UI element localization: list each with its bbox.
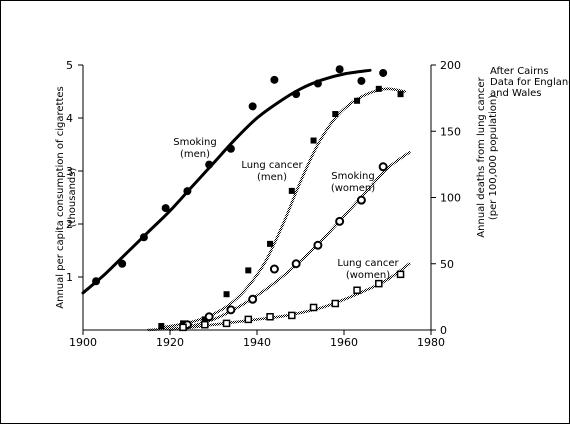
x-tick-label: 1960 — [330, 336, 358, 349]
lung-cancer-men-point — [158, 323, 165, 330]
y-right-tick-label: 150 — [440, 125, 461, 138]
y-left-tick-label: 2 — [66, 218, 73, 231]
y-left-axis-label: Annual per capita consumption of cigaret… — [55, 86, 78, 308]
y-left-tick-label: 5 — [66, 59, 73, 72]
smoking-men-point — [270, 75, 279, 84]
smoking-women-point — [356, 195, 366, 205]
lung-cancer-men-point — [332, 111, 339, 118]
source-note-line: Data for England — [490, 77, 570, 88]
lung-cancer-women-point — [244, 315, 253, 324]
y-left-tick-label: 3 — [66, 165, 73, 178]
lung-cancer-women-point — [353, 286, 361, 294]
lung-cancer-men-label: Lung cancer — [241, 160, 303, 171]
x-tick-label: 1940 — [243, 336, 271, 349]
smoking-men-point — [313, 79, 322, 88]
lung-cancer-women-point — [266, 313, 274, 321]
lung-cancer-women-point — [309, 303, 318, 312]
smoking-women-label: (women) — [331, 183, 375, 194]
y-right-label-line: (per 100,000 population) — [488, 95, 499, 220]
smoking-men-point — [292, 90, 301, 99]
lung-cancer-men-point — [310, 137, 317, 144]
smoking-men-point — [92, 277, 101, 286]
smoking-men-point — [205, 160, 214, 169]
smoking-women-point — [378, 162, 388, 172]
lung-cancer-men-point — [267, 240, 274, 247]
smoking-men-fit-line — [81, 68, 372, 295]
smoking-women-point — [269, 264, 279, 274]
y-right-label-line: Annual deaths from lung cancer — [476, 76, 487, 237]
lung-cancer-women-point — [375, 279, 383, 288]
y-left-tick-label: 1 — [66, 271, 73, 284]
y-right-axis-label: Annual deaths from lung cancer (per 100,0… — [476, 76, 499, 237]
smoking-men-point — [183, 187, 192, 196]
smoking-women-point — [335, 216, 345, 226]
smoking-women-point — [226, 305, 236, 315]
source-note-line: and Wales — [490, 88, 542, 99]
smoking-women-label: Smoking — [331, 171, 374, 182]
smoking-men-point — [335, 65, 344, 74]
smoking-men-label: Smoking — [173, 137, 216, 148]
smoking-men-point — [379, 68, 388, 77]
lung-cancer-men-point — [375, 85, 382, 92]
y-right-tick-label: 200 — [440, 59, 461, 72]
smoking-women-point — [291, 259, 301, 269]
lung-cancer-men-point — [354, 97, 361, 104]
lung-cancer-women-point — [222, 319, 231, 328]
smoking-men-point — [139, 233, 148, 242]
lung-cancer-women-point — [179, 323, 187, 332]
lung-cancer-women-point — [331, 299, 340, 308]
lung-cancer-men-point — [201, 316, 208, 323]
y-left-label-line: (thousands) — [67, 168, 78, 228]
smoking-women-point — [313, 240, 323, 250]
x-tick-label: 1920 — [156, 336, 184, 349]
lung-cancer-men-point — [245, 267, 252, 274]
smoking-men-label: (men) — [180, 149, 210, 160]
smoking-men-point — [118, 259, 127, 268]
lung-cancer-women-point — [201, 320, 209, 329]
lung-cancer-men-point — [180, 320, 187, 327]
y-right-tick-label: 100 — [440, 192, 461, 205]
smoking-women-point — [204, 312, 214, 322]
x-tick-label: 1980 — [417, 336, 445, 349]
y-left-label-line: Annual per capita consumption of cigaret… — [55, 86, 66, 308]
x-tick-label: 1900 — [69, 336, 97, 349]
lung-cancer-women-point — [396, 270, 405, 279]
lung-cancer-men-label: (men) — [257, 172, 287, 183]
lung-cancer-women-label: (women) — [346, 270, 390, 281]
lung-cancer-women-fit-line — [147, 262, 411, 332]
source-note-line: After Cairns — [490, 66, 549, 77]
smoking-women-point — [248, 294, 258, 304]
smoking-men-point — [248, 102, 257, 111]
smoking-men-point — [161, 204, 170, 213]
y-left-tick-label: 4 — [66, 112, 73, 125]
lung-cancer-women-point — [288, 311, 296, 320]
smoking-men-point — [226, 144, 235, 153]
lung-cancer-men-fit-line — [160, 87, 407, 329]
y-right-tick-label: 0 — [440, 324, 447, 337]
lung-cancer-men-point — [223, 291, 230, 298]
y-right-tick-label: 50 — [440, 258, 454, 271]
smoking-men-point — [357, 76, 366, 85]
lung-cancer-men-point — [397, 91, 404, 98]
lung-cancer-men-point — [288, 187, 295, 194]
lung-cancer-women-label: Lung cancer — [337, 258, 399, 269]
